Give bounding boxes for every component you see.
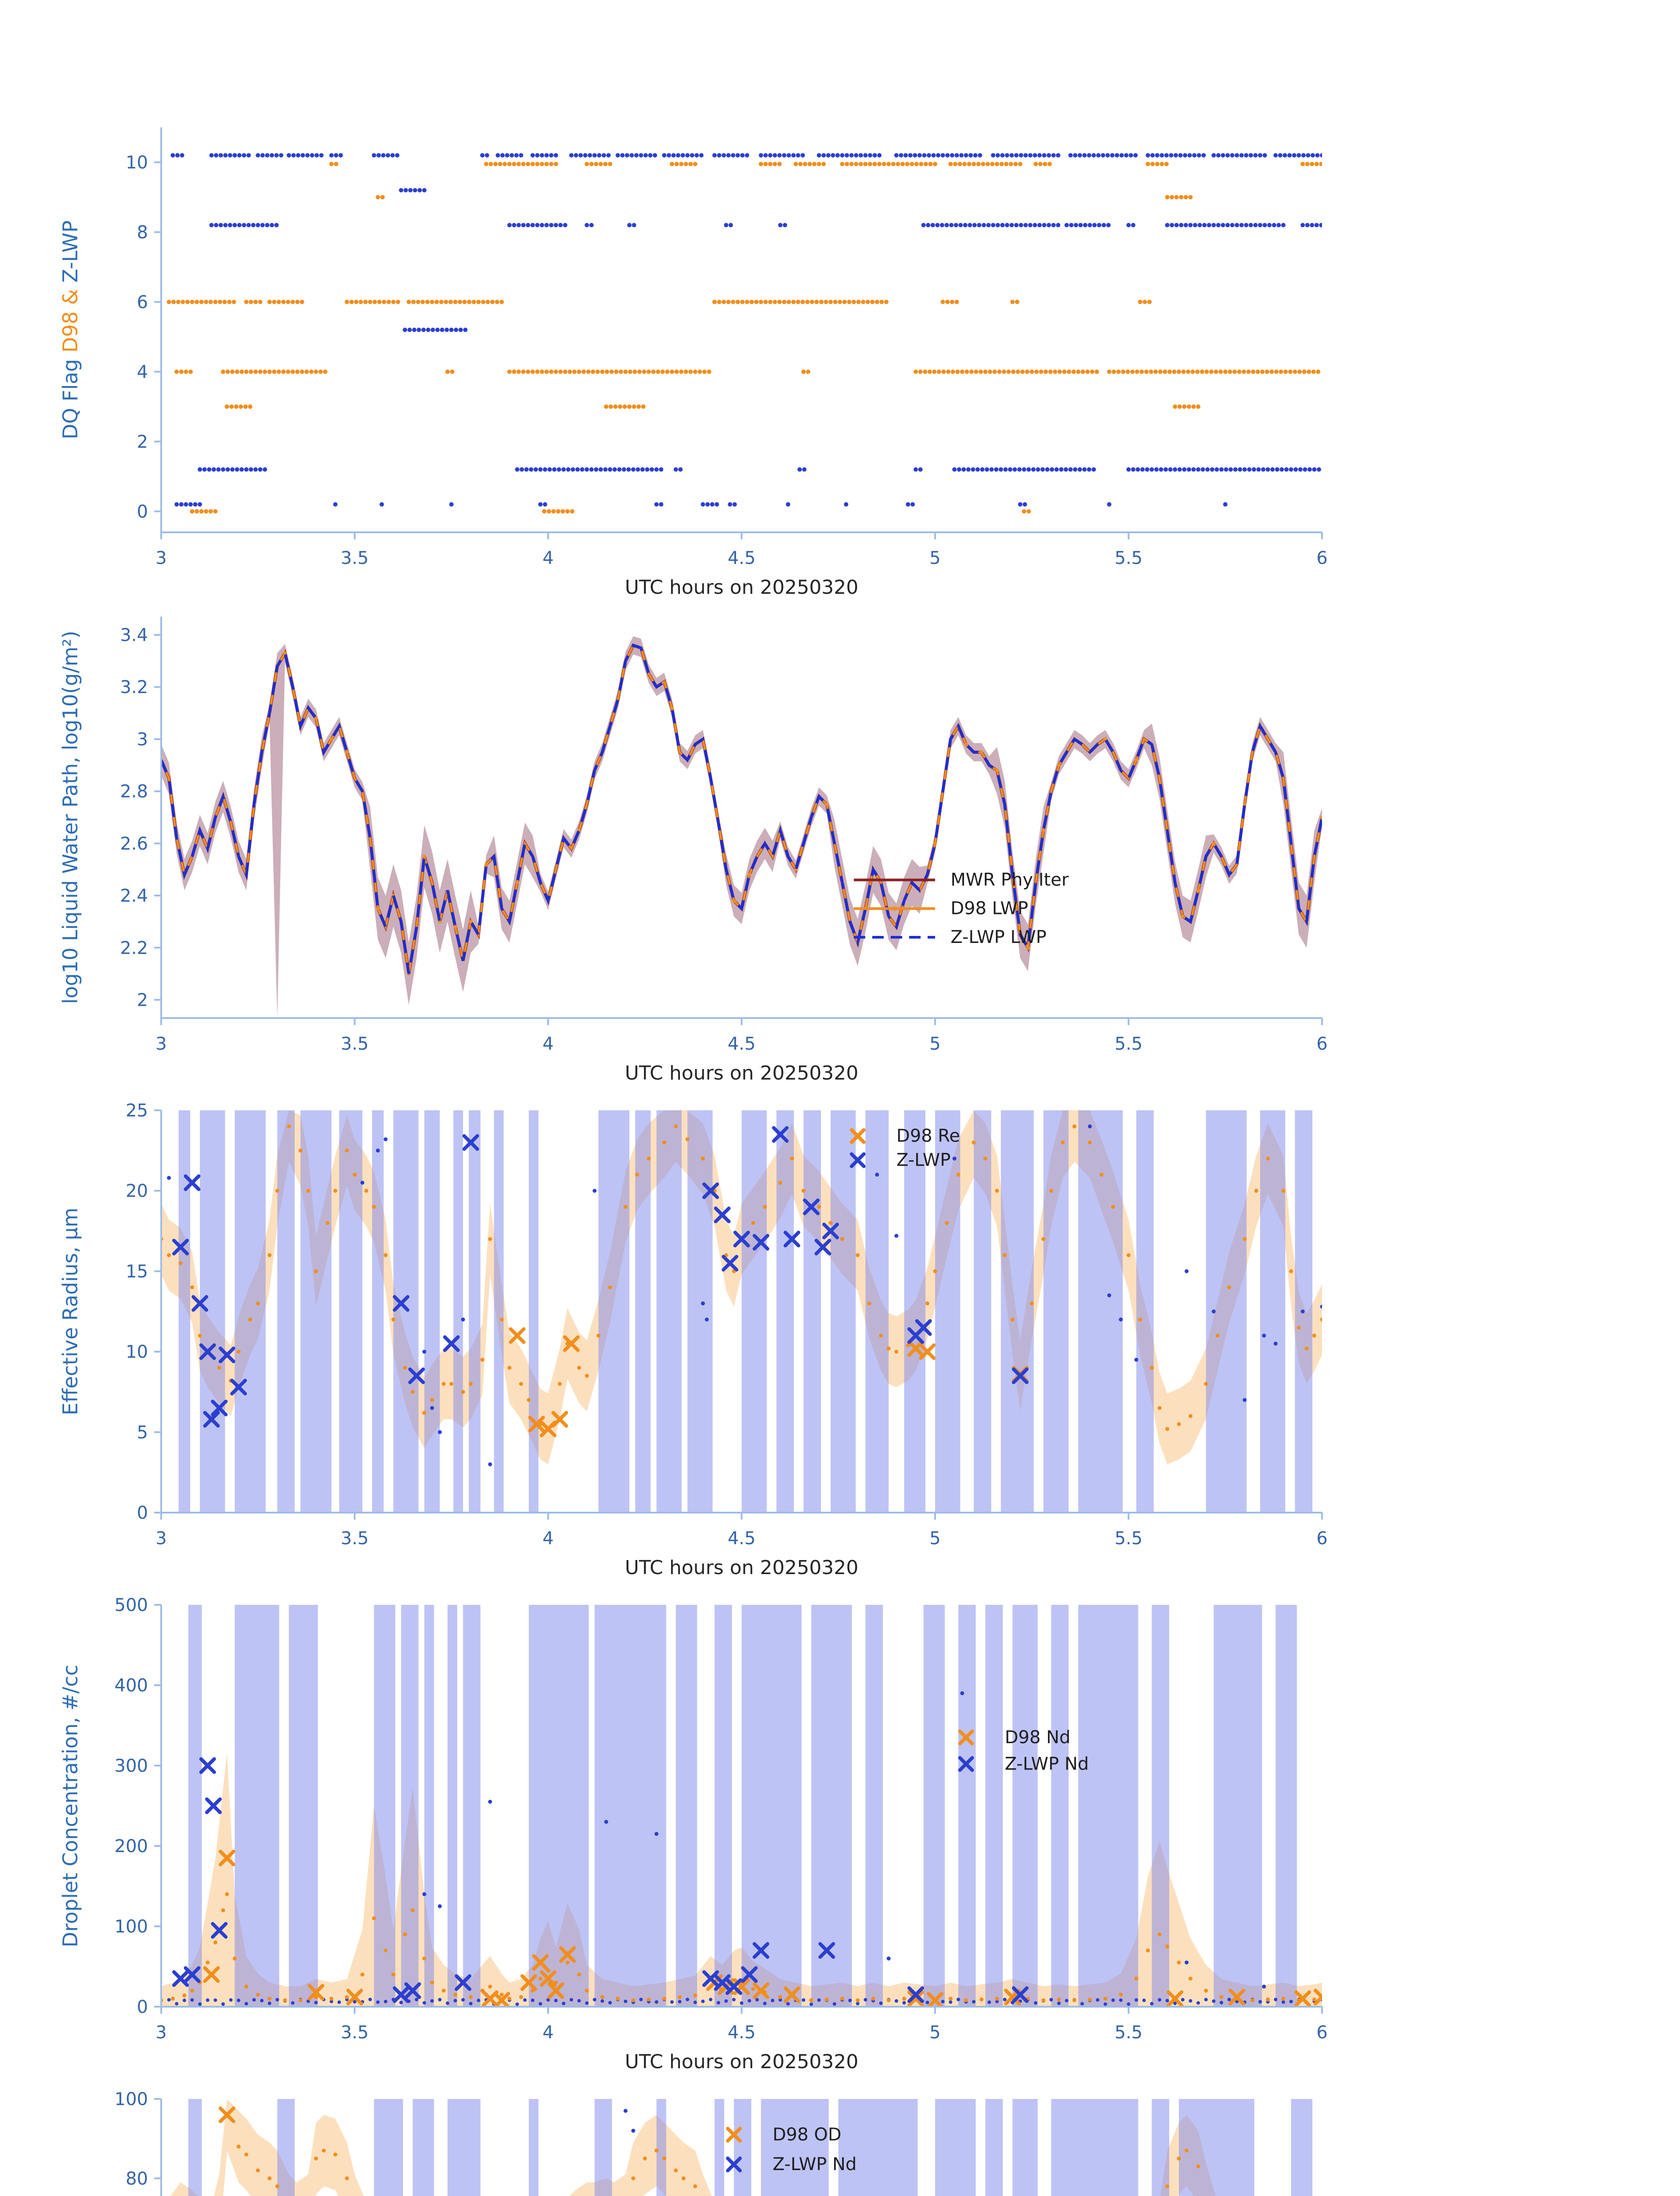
svg-text:2.6: 2.6	[120, 834, 148, 854]
svg-text:80: 80	[126, 2169, 148, 2189]
svg-text:5.5: 5.5	[1115, 1034, 1143, 1054]
svg-text:4.5: 4.5	[728, 2023, 756, 2043]
svg-text:3: 3	[155, 2023, 166, 2043]
svg-text:5.5: 5.5	[1115, 1528, 1143, 1549]
svg-text:20: 20	[126, 1181, 148, 1201]
xlabel-panel3: UTC hours on 20250320	[625, 1557, 859, 1579]
svg-text:3.5: 3.5	[341, 2023, 369, 2043]
svg-text:0: 0	[137, 1997, 148, 2017]
svg-text:15: 15	[126, 1261, 148, 1282]
svg-text:2.4: 2.4	[120, 886, 148, 906]
svg-text:5: 5	[137, 1423, 148, 1443]
svg-text:6: 6	[1316, 1528, 1327, 1549]
svg-text:5: 5	[929, 2023, 940, 2043]
svg-text:3: 3	[155, 1034, 166, 1054]
svg-text:5.5: 5.5	[1115, 2023, 1143, 2043]
ylabel-lwp: log10 Liquid Water Path, log10(g/m²)	[58, 630, 82, 1004]
svg-text:4.5: 4.5	[728, 548, 756, 568]
svg-text:D98 OD: D98 OD	[773, 2124, 842, 2145]
ylabel-droplet-concentration: Droplet Concentration, #/cc	[58, 1665, 82, 1947]
xlabel-panel1: UTC hours on 20250320	[625, 576, 859, 599]
svg-text:25: 25	[126, 1101, 148, 1121]
svg-text:D98 Re: D98 Re	[896, 1126, 960, 1146]
svg-text:500: 500	[115, 1595, 148, 1615]
svg-text:D98 LWP: D98 LWP	[950, 899, 1028, 919]
svg-text:4.5: 4.5	[728, 1034, 756, 1054]
svg-text:6: 6	[1316, 2023, 1327, 2043]
svg-text:3.5: 3.5	[341, 1528, 369, 1549]
svg-text:3.5: 3.5	[341, 548, 369, 568]
ylabel-dq-flag-part: D98	[58, 311, 82, 353]
svg-text:Z-LWP: Z-LWP	[896, 1150, 950, 1170]
svg-text:5: 5	[929, 548, 940, 568]
ylabel-effective-radius: Effective Radius, μm	[58, 1207, 82, 1416]
svg-text:4: 4	[542, 1034, 553, 1054]
svg-text:5.5: 5.5	[1115, 548, 1143, 568]
svg-text:0: 0	[137, 1503, 148, 1523]
svg-text:2.8: 2.8	[120, 782, 148, 802]
ylabel-dq-flag-part: DQ Flag	[58, 352, 82, 440]
svg-text:3.2: 3.2	[120, 677, 148, 697]
svg-text:2.2: 2.2	[120, 938, 148, 958]
svg-text:Z-LWP Nd: Z-LWP Nd	[773, 2154, 856, 2174]
svg-text:10: 10	[126, 152, 148, 173]
svg-text:4.5: 4.5	[728, 1528, 756, 1549]
svg-text:4: 4	[542, 1528, 553, 1549]
svg-text:4: 4	[542, 2023, 553, 2043]
ylabel-dq-flag: DQ Flag D98 & Z-LWP	[58, 220, 82, 440]
svg-text:D98 Nd: D98 Nd	[1005, 1727, 1071, 1748]
svg-text:10: 10	[126, 1342, 148, 1362]
svg-text:6: 6	[137, 292, 148, 312]
svg-text:5: 5	[929, 1034, 940, 1054]
ylabel-dq-flag-part: Z-LWP	[58, 220, 82, 283]
svg-text:400: 400	[115, 1676, 148, 1696]
xlabel-panel2: UTC hours on 20250320	[625, 1062, 859, 1084]
svg-text:MWR Phy Iter: MWR Phy Iter	[950, 870, 1069, 890]
svg-text:300: 300	[115, 1756, 148, 1776]
svg-text:3.5: 3.5	[341, 1034, 369, 1054]
svg-text:3: 3	[155, 1528, 166, 1549]
svg-text:8: 8	[137, 222, 148, 242]
svg-text:100: 100	[115, 1917, 148, 1937]
svg-text:4: 4	[542, 548, 553, 568]
svg-text:3: 3	[137, 730, 148, 750]
svg-text:200: 200	[115, 1836, 148, 1856]
svg-text:3.4: 3.4	[120, 625, 148, 646]
svg-text:100: 100	[115, 2089, 148, 2109]
svg-text:5: 5	[929, 1528, 940, 1549]
xlabel-panel4: UTC hours on 20250320	[625, 2051, 859, 2073]
svg-text:Z-LWP LWP: Z-LWP LWP	[950, 927, 1046, 947]
svg-text:4: 4	[137, 362, 148, 382]
svg-text:3: 3	[155, 548, 166, 568]
svg-text:6: 6	[1316, 548, 1327, 568]
svg-text:2: 2	[137, 990, 148, 1010]
svg-text:Z-LWP Nd: Z-LWP Nd	[1005, 1754, 1089, 1774]
ylabel-dq-flag-part: &	[58, 282, 82, 311]
svg-text:0: 0	[137, 502, 148, 522]
svg-text:6: 6	[1316, 1034, 1327, 1054]
svg-text:2: 2	[137, 432, 148, 452]
